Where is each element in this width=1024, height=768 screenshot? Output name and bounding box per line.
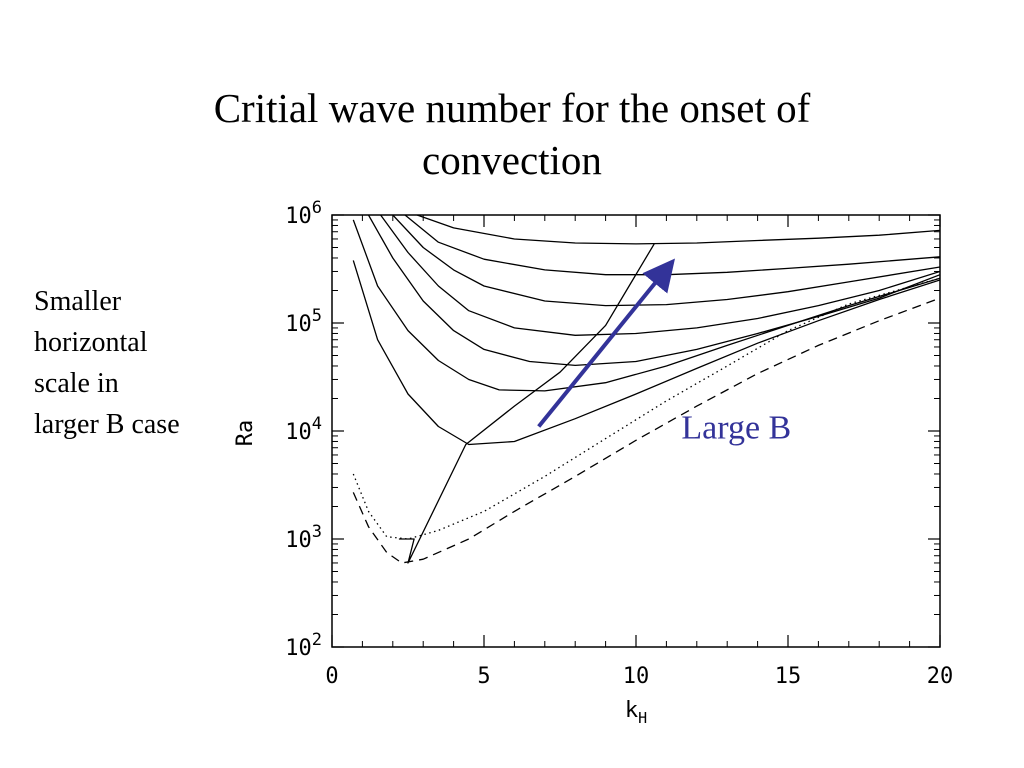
slide-title: Critial wave number for the onset of con… [62, 82, 962, 186]
side-note-line-4: larger B case [34, 409, 180, 440]
y-tick-label: 104 [285, 414, 322, 445]
series-line-1 [352, 260, 940, 446]
side-note-line-1: Smaller [34, 286, 122, 317]
series-line-8 [398, 243, 655, 564]
x-tick-label: 0 [325, 664, 338, 689]
side-note-line-3: scale in [34, 368, 119, 399]
y-tick-label: 103 [285, 522, 322, 553]
y-tick-label: 105 [285, 306, 322, 337]
y-tick-label: 106 [285, 198, 322, 229]
title-line-2: convection [422, 137, 602, 183]
series-layer [352, 215, 940, 564]
x-tick-label: 20 [927, 664, 954, 689]
x-tick-label: 10 [623, 664, 650, 689]
y-axis-title: Ra [233, 420, 258, 447]
series-line-5 [392, 215, 940, 307]
x-tick-label: 15 [775, 664, 802, 689]
large-b-label: Large B [681, 410, 791, 447]
title-line-1: Critial wave number for the onset of [213, 85, 811, 131]
y-tick-label: 102 [285, 630, 322, 661]
label-layer: 0 5 10 15 20 102 103 104 105 106 kH Ra [233, 198, 953, 727]
x-tick-label: 5 [477, 664, 490, 689]
large-b-arrow [537, 258, 675, 428]
series-line-7 [416, 215, 940, 245]
side-note-line-2: horizontal [34, 327, 148, 358]
series-line-6 [404, 215, 940, 276]
series-line-10 [352, 297, 940, 564]
tick-marks [331, 214, 941, 648]
series-line-3 [367, 215, 940, 367]
side-note: Smaller horizontal scale in larger B cas… [34, 281, 234, 445]
series-line-9 [352, 277, 940, 540]
annotation-layer: Large B [537, 258, 791, 447]
plot-frame [331, 214, 941, 648]
x-axis-title: kH [625, 698, 647, 727]
series-line-4 [380, 215, 940, 336]
